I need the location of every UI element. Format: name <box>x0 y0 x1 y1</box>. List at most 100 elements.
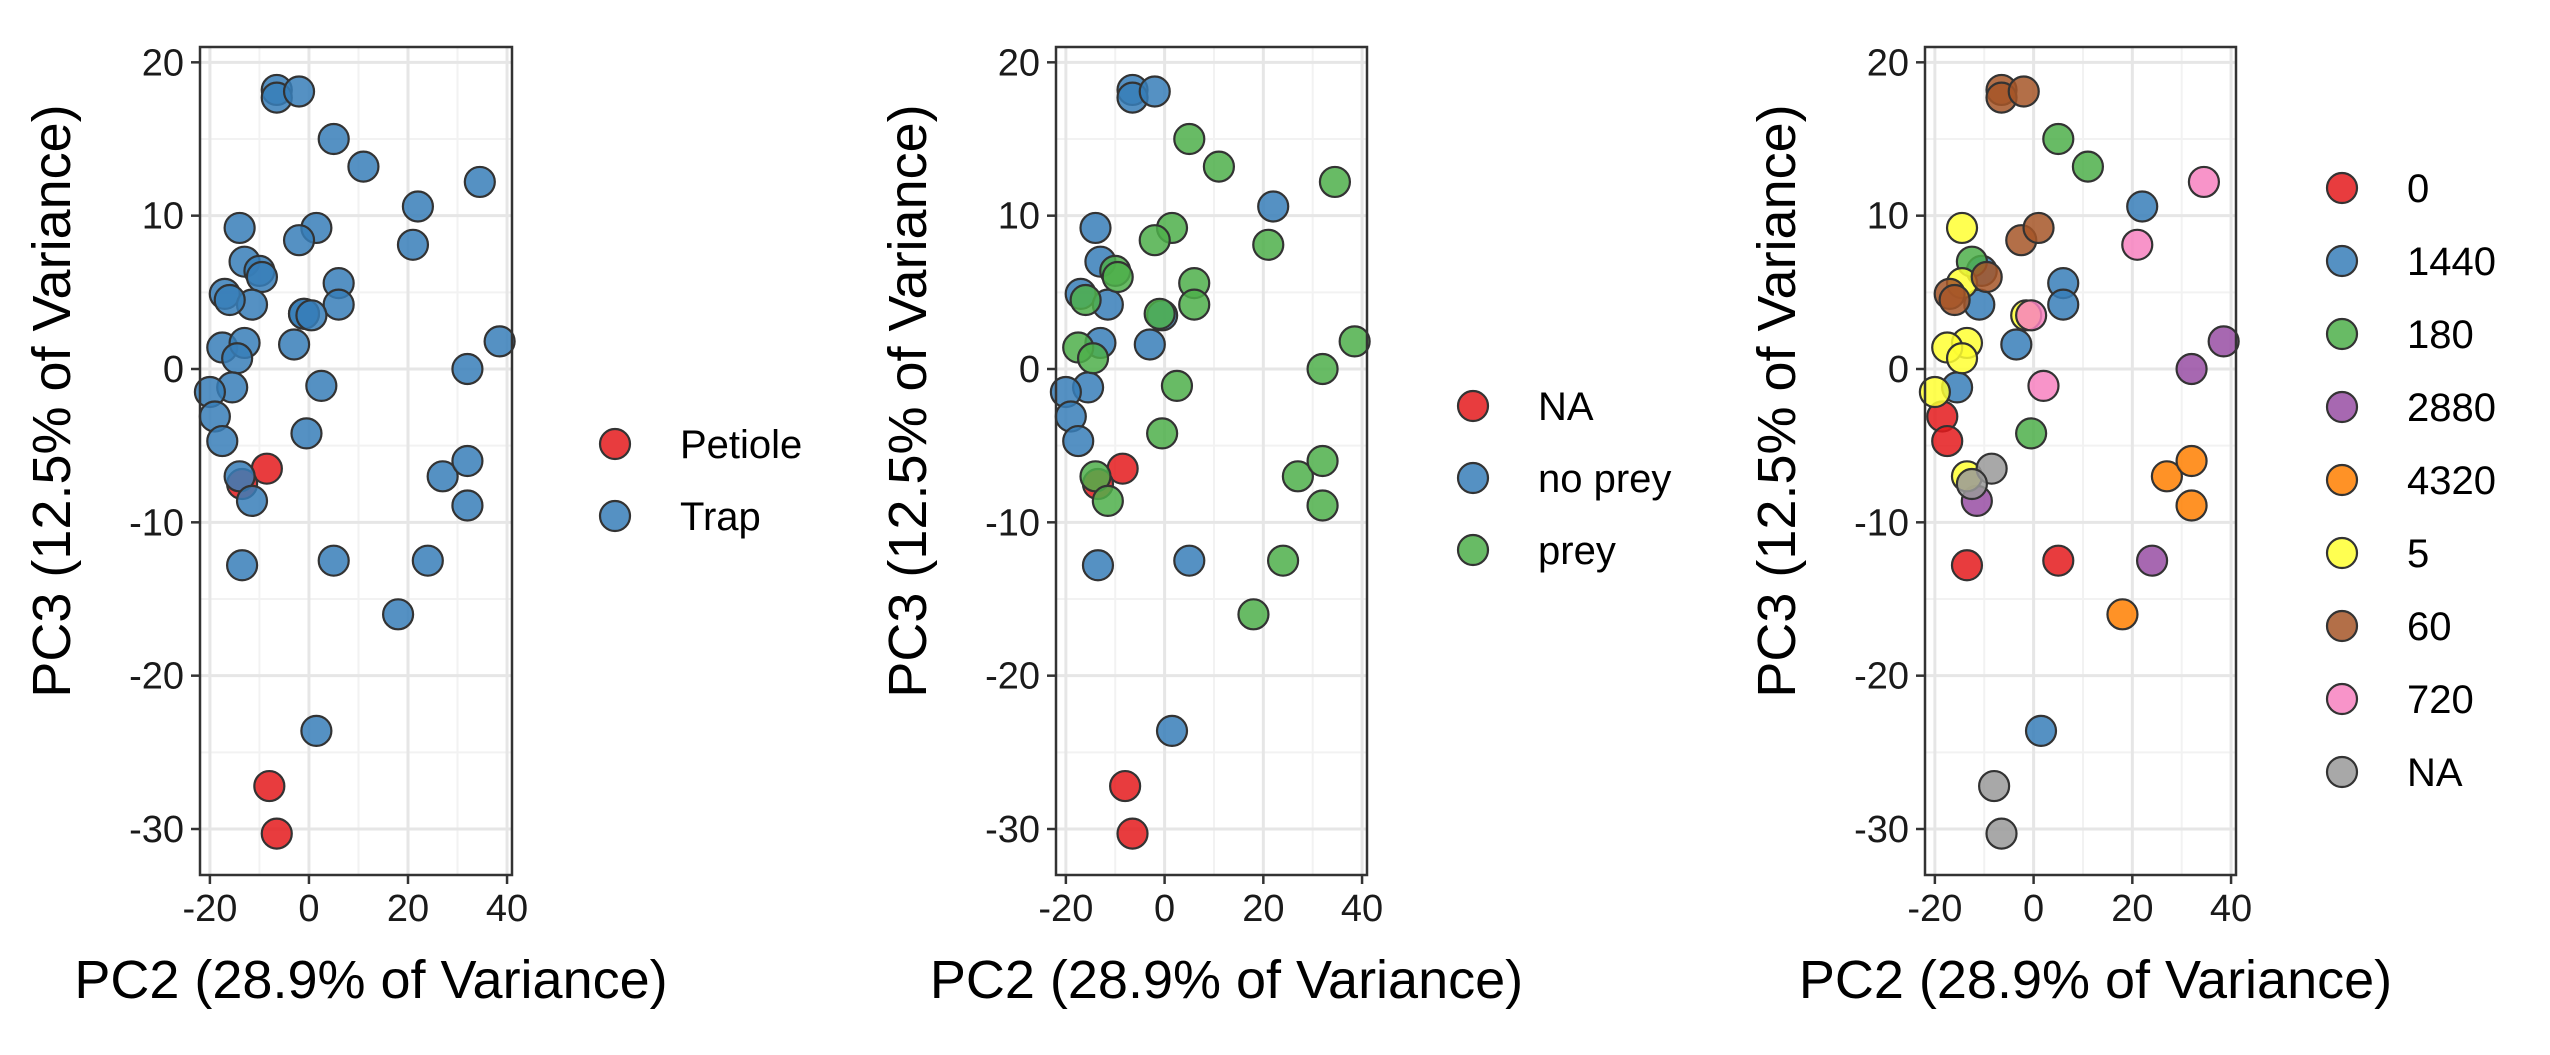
data-point-60 <box>1970 260 2003 294</box>
legend-key <box>2325 317 2359 351</box>
legend-label: NA <box>2407 751 2463 795</box>
data-point-prey <box>1252 228 1285 261</box>
legend-label: Petiole <box>680 423 802 467</box>
data-point-prey <box>1281 460 1314 493</box>
data-point-1440 <box>2047 288 2080 321</box>
data-point-60 <box>1938 283 1971 317</box>
data-point-prey <box>1237 598 1270 631</box>
y-tick-label: 20 <box>1867 42 1909 84</box>
y-tick-label: -30 <box>129 809 184 851</box>
data-point-2880 <box>2207 325 2240 358</box>
data-point-trap <box>295 299 328 332</box>
data-point-trap <box>411 544 444 577</box>
data-point-5 <box>1945 342 1979 375</box>
data-point-no-prey <box>1133 328 1166 361</box>
y-tick-label: -30 <box>985 809 1040 851</box>
legend-key <box>2325 609 2359 643</box>
legend-key <box>2325 682 2359 716</box>
legend-key <box>2325 755 2359 789</box>
data-point-trap <box>223 211 256 245</box>
data-point-trap <box>221 342 254 375</box>
data-point-prey <box>1069 283 1102 317</box>
data-point-4320 <box>2150 460 2183 493</box>
data-point-prey <box>1143 297 1176 330</box>
data-point-trap <box>206 424 239 458</box>
legend-key <box>1456 533 1490 567</box>
y-tick-label: 10 <box>142 196 184 238</box>
data-point-trap <box>317 544 350 577</box>
data-point-prey <box>1138 224 1171 257</box>
data-point-1440 <box>2024 714 2058 747</box>
x-tick-label: -20 <box>1907 888 1962 930</box>
x-tick-label: 0 <box>2023 888 2044 930</box>
data-point-180 <box>2042 122 2075 156</box>
data-point-trap <box>401 190 435 223</box>
data-point-prey <box>1160 369 1194 402</box>
x-axis-title: PC2 (28.9% of Variance) <box>1799 950 2392 1010</box>
data-point-petiole <box>260 817 293 850</box>
data-point-trap <box>322 288 355 321</box>
y-axis-title: PC3 (12.5% of Variance) <box>22 104 82 697</box>
grid <box>1925 47 2236 875</box>
legend-label: 60 <box>2407 605 2452 649</box>
data-point-trap <box>282 75 316 108</box>
panel-border <box>1054 45 1369 877</box>
data-point-no-prey <box>1081 549 1115 582</box>
y-axis-title: PC3 (12.5% of Variance) <box>1747 104 1807 697</box>
data-point-prey <box>1146 417 1179 450</box>
data-point-trap <box>300 714 333 747</box>
panel-1: -20 0 20 40 20 10 0 -10 -20 -30 PC2 (28.9% of Vari… <box>22 42 802 1010</box>
legend: NA no prey prey <box>1456 385 1671 573</box>
y-tick-label: -20 <box>1854 656 1909 698</box>
data-point-1440 <box>2126 190 2159 223</box>
data-point-trap <box>245 260 279 294</box>
legend-label: 720 <box>2407 678 2474 722</box>
data-point-trap <box>381 598 415 631</box>
data-point-2880 <box>2135 544 2169 577</box>
data-point-prey <box>1101 260 1134 294</box>
data-point-prey <box>1338 325 1371 358</box>
data-point-4320 <box>2175 444 2208 478</box>
legend-label: Trap <box>680 495 761 539</box>
data-point-na <box>1116 817 1149 850</box>
legend-label: 4320 <box>2407 459 2496 503</box>
data-point-trap <box>317 122 350 156</box>
data-point-prey <box>1091 484 1124 517</box>
legend-label: NA <box>1538 385 1594 429</box>
data-point-trap <box>213 283 246 317</box>
data-point-180 <box>2071 150 2105 183</box>
data-point-prey <box>1266 544 1300 577</box>
legend-label: 5 <box>2407 532 2429 576</box>
data-point-no-prey <box>1257 190 1290 223</box>
data-point-720 <box>2187 165 2221 199</box>
data-point-na <box>1985 817 2018 850</box>
data-point-na <box>1978 769 2011 803</box>
data-point-4320 <box>2175 489 2208 522</box>
y-tick-label: 0 <box>1888 349 1909 391</box>
data-point-720 <box>2027 369 2060 402</box>
data-point-60 <box>2007 75 2040 108</box>
x-tick-label: 20 <box>1242 888 1284 930</box>
y-tick-label: -10 <box>985 502 1040 544</box>
legend-key <box>2325 463 2359 497</box>
y-tick-label: 10 <box>998 196 1040 238</box>
data-point-trap <box>305 369 338 402</box>
legend-key <box>2325 171 2359 205</box>
legend: Petiole Trap <box>598 423 802 539</box>
data-point-720 <box>2121 228 2154 261</box>
x-tick-label: 0 <box>298 888 319 930</box>
x-tick-label: 40 <box>1341 888 1383 930</box>
legend-key <box>1456 461 1490 495</box>
legend-key <box>1456 389 1490 423</box>
data-point-4320 <box>2106 598 2139 631</box>
data-point-na <box>1955 467 1988 501</box>
legend-key <box>2325 390 2359 424</box>
data-point-trap <box>347 150 380 183</box>
legend-label: 180 <box>2407 313 2474 357</box>
x-axis-title: PC2 (28.9% of Variance) <box>74 950 667 1010</box>
panel-border <box>198 45 514 877</box>
y-tick-label: 20 <box>142 42 184 84</box>
legend-key <box>598 427 632 461</box>
data-point-trap <box>225 549 259 582</box>
